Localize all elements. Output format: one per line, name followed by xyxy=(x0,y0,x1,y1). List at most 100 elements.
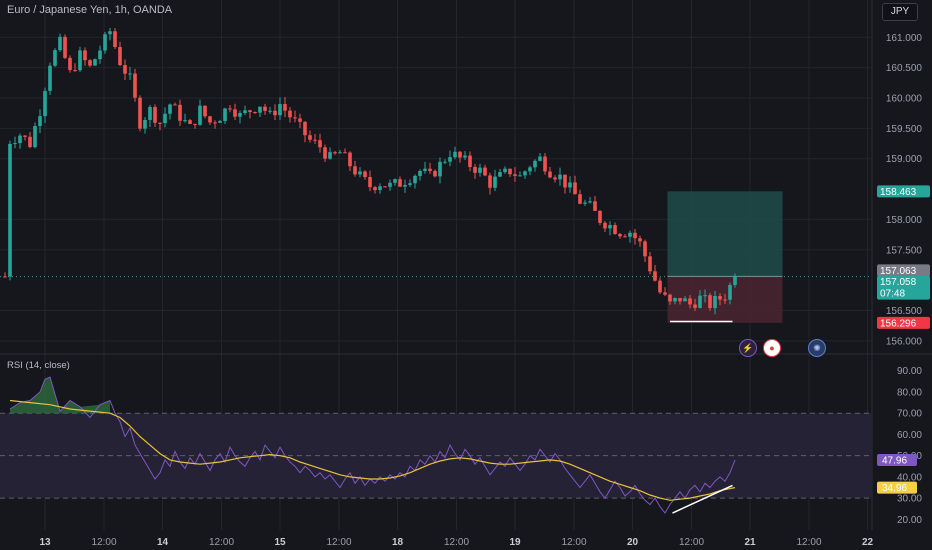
candle-body xyxy=(363,171,367,178)
candle-body xyxy=(508,168,512,175)
candle-body xyxy=(88,60,92,66)
price-tick-label: 161.000 xyxy=(886,33,923,44)
candle-body xyxy=(343,152,347,154)
candle-body xyxy=(443,161,447,163)
price-badge-label: 156.296 xyxy=(880,318,917,329)
x-tick-label: 12:00 xyxy=(209,537,234,548)
currency-selector[interactable]: JPY xyxy=(882,3,918,21)
candle-body xyxy=(528,167,532,172)
countdown-label: 07:48 xyxy=(880,289,905,300)
candle-body xyxy=(463,155,467,158)
candle-body xyxy=(433,170,437,177)
candle-body xyxy=(673,297,677,302)
candle-body xyxy=(478,167,482,173)
candle-body xyxy=(573,182,577,195)
candle-body xyxy=(308,135,312,140)
candle-body xyxy=(398,179,402,187)
x-tick-label: 21 xyxy=(744,537,756,548)
rsi-badge-label: 34.96 xyxy=(882,483,907,494)
candle-body xyxy=(253,112,257,114)
candle-body xyxy=(113,31,117,48)
candle-body xyxy=(628,232,632,237)
candle-body xyxy=(423,168,427,171)
divergence-line xyxy=(672,484,733,514)
candle-body xyxy=(228,108,232,110)
candle-body xyxy=(183,120,187,122)
candle-body xyxy=(408,183,412,185)
candle-body xyxy=(263,106,267,111)
candle-body xyxy=(128,73,132,75)
candle-body xyxy=(248,110,252,113)
candle-body xyxy=(428,168,432,171)
candle-body xyxy=(488,175,492,188)
candle-body xyxy=(368,177,372,188)
candles xyxy=(3,28,737,323)
price-badge-label: 157.063 xyxy=(880,266,917,277)
candle-body xyxy=(233,109,237,117)
rsi-badge-label: 47.96 xyxy=(882,456,907,467)
candle-body xyxy=(213,122,217,124)
candle-body xyxy=(733,276,737,286)
candle-body xyxy=(578,194,582,204)
candle-body xyxy=(293,117,297,119)
price-tick-label: 156.500 xyxy=(886,306,923,317)
candle-body xyxy=(558,174,562,180)
x-tick-label: 12:00 xyxy=(679,537,704,548)
candle-body xyxy=(208,116,212,123)
lightning-icon[interactable]: ⚡ xyxy=(739,339,757,357)
candle-body xyxy=(298,118,302,122)
candle-body xyxy=(313,139,317,141)
candle-body xyxy=(393,179,397,183)
rsi-tick-label: 40.00 xyxy=(897,472,922,483)
price-tick-label: 157.500 xyxy=(886,245,923,256)
candle-body xyxy=(473,166,477,173)
candle-body xyxy=(173,104,177,106)
candle-body xyxy=(378,186,382,191)
candle-body xyxy=(48,65,52,91)
candle-body xyxy=(538,156,542,161)
candle-body xyxy=(268,110,272,112)
candle-body xyxy=(713,295,717,309)
candle-body xyxy=(328,152,332,159)
candle-body xyxy=(348,152,352,167)
candle-body xyxy=(548,171,552,178)
candle-body xyxy=(8,143,12,277)
candle-body xyxy=(358,171,362,175)
candle-body xyxy=(58,36,62,51)
record-icon[interactable]: ● xyxy=(763,339,781,357)
candle-body xyxy=(178,104,182,121)
candle-body xyxy=(633,232,637,239)
candle-body xyxy=(493,176,497,188)
candle-body xyxy=(338,152,342,154)
candle-body xyxy=(658,280,662,293)
candle-body xyxy=(583,202,587,204)
candle-body xyxy=(708,295,712,309)
candle-body xyxy=(238,113,242,117)
candle-body xyxy=(543,156,547,172)
candle-body xyxy=(653,271,657,281)
candle-body xyxy=(283,104,287,111)
candle-body xyxy=(608,225,612,229)
rsi-tick-label: 80.00 xyxy=(897,387,922,398)
candle-body xyxy=(683,298,687,302)
candle-body xyxy=(353,166,357,175)
candle-body xyxy=(373,187,377,191)
candle-body xyxy=(523,171,527,176)
candle-body xyxy=(648,256,652,272)
rsi-badge xyxy=(877,454,917,467)
x-tick-label: 18 xyxy=(392,537,404,548)
price-badge xyxy=(877,264,930,277)
candle-body xyxy=(83,50,87,61)
rsi-tick-label: 70.00 xyxy=(897,409,922,420)
candle-body xyxy=(18,135,22,144)
candle-body xyxy=(503,168,507,173)
candle-body xyxy=(698,295,702,308)
candle-body xyxy=(728,285,732,300)
candle-body xyxy=(158,122,162,124)
globe-icon[interactable]: ✺ xyxy=(808,339,826,357)
candle-body xyxy=(13,143,17,145)
candle-body xyxy=(318,140,322,148)
position-zones xyxy=(0,191,872,323)
candle-body xyxy=(688,298,692,305)
candle-body xyxy=(618,234,622,237)
